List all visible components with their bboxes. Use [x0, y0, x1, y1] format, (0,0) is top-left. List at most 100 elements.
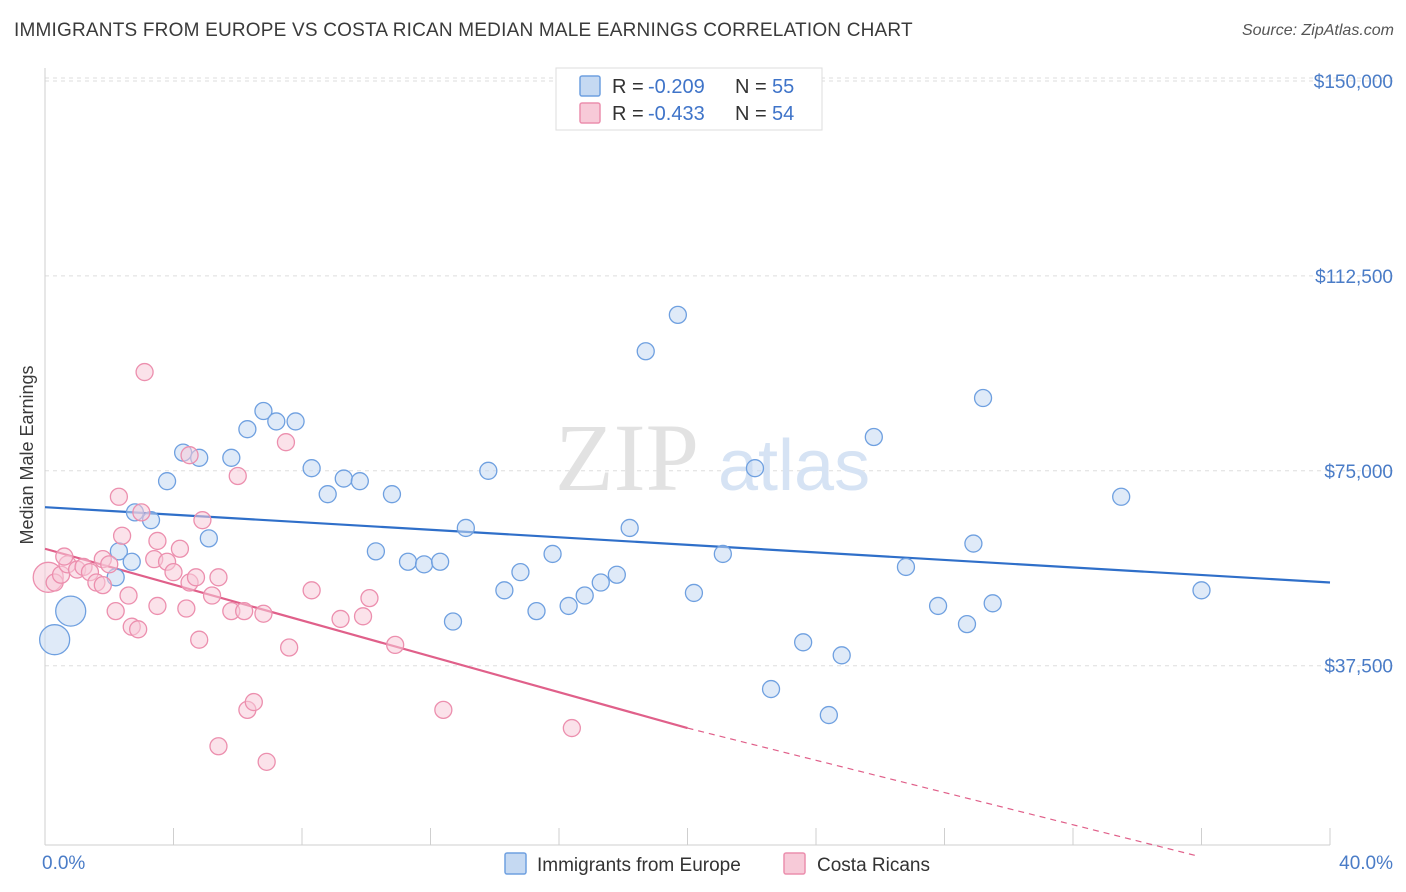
point-europe-31	[543, 544, 562, 564]
point-costa-ricans-27	[180, 446, 199, 465]
point-europe-33	[575, 586, 594, 605]
legend-n-label-2: N =	[735, 103, 767, 125]
point-costa-ricans-12	[106, 601, 125, 621]
y-tick-label-1: $75,000	[1324, 462, 1393, 483]
watermark-zip: ZIP	[555, 404, 699, 511]
legend-swatch-pink	[579, 102, 601, 124]
point-europe-28	[495, 581, 514, 600]
point-europe-22	[398, 552, 418, 571]
point-costa-ricans-39	[244, 692, 263, 712]
point-europe-49	[957, 614, 977, 634]
point-costa-ricans-37	[235, 601, 254, 621]
point-europe-1	[55, 595, 87, 627]
point-costa-ricans-30	[190, 630, 209, 649]
x-tick-labels: 0.0% 40.0%	[42, 853, 1393, 874]
trend-line-europe	[44, 506, 1331, 584]
point-europe-52	[973, 388, 993, 408]
point-europe-40	[713, 544, 732, 564]
trend-lines	[44, 506, 1331, 856]
point-europe-37	[636, 342, 655, 361]
bottom-legend: Immigrants from Europe Costa Ricans	[504, 852, 930, 876]
point-costa-ricans-29	[186, 568, 206, 587]
point-costa-ricans-26	[177, 599, 196, 618]
x-tick-label-end: 40.0%	[1339, 853, 1393, 874]
point-costa-ricans-15	[119, 586, 138, 605]
point-costa-ricans-10	[100, 555, 119, 574]
point-europe-16	[302, 459, 321, 478]
point-europe-38	[668, 305, 688, 325]
y-tick-label-3: $150,000	[1314, 72, 1393, 93]
data-points	[32, 305, 1211, 771]
grid-lines	[45, 77, 1395, 667]
point-costa-ricans-22	[148, 596, 167, 616]
point-europe-51	[983, 594, 1002, 613]
point-costa-ricans-43	[279, 638, 299, 657]
point-costa-ricans-41	[257, 752, 276, 771]
legend-n-label-1: N =	[735, 76, 767, 98]
legend-r-label-2: R =	[612, 103, 644, 125]
source-label: Source: ZipAtlas.com	[1241, 22, 1394, 39]
legend-swatch-blue	[579, 75, 601, 97]
legend-r-label-1: R =	[612, 76, 644, 98]
point-europe-15	[286, 412, 305, 431]
point-europe-25	[443, 612, 463, 631]
point-europe-0	[38, 624, 71, 656]
point-europe-45	[832, 646, 851, 665]
point-costa-ricans-31	[193, 511, 212, 530]
trend-line-costa-ricans-extension	[687, 727, 1196, 856]
y-tick-label-0: $37,500	[1324, 657, 1393, 678]
x-tick-label-start: 0.0%	[42, 853, 85, 874]
point-europe-47	[896, 557, 916, 577]
point-europe-3	[122, 552, 141, 571]
point-costa-ricans-24	[164, 562, 183, 582]
point-europe-21	[382, 485, 402, 504]
point-europe-35	[591, 573, 610, 592]
point-costa-ricans-21	[148, 531, 167, 551]
point-europe-19	[350, 472, 369, 491]
point-europe-18	[334, 469, 353, 488]
point-costa-ricans-18	[132, 503, 151, 522]
bottom-legend-costa-ricans: Costa Ricans	[817, 855, 930, 876]
point-europe-24	[430, 552, 450, 571]
axes	[44, 68, 1331, 846]
point-costa-ricans-32	[202, 586, 222, 605]
point-europe-12	[238, 420, 257, 439]
legend-r-value-1: -0.209	[648, 76, 705, 98]
point-costa-ricans-47	[360, 588, 379, 608]
watermark-atlas: atlas	[718, 426, 870, 506]
point-europe-26	[456, 518, 475, 538]
point-costa-ricans-19	[135, 362, 154, 382]
point-europe-32	[559, 596, 578, 616]
point-costa-ricans-46	[353, 607, 373, 626]
point-costa-ricans-45	[331, 609, 350, 629]
bottom-legend-swatch-costa-ricans	[783, 852, 806, 875]
point-europe-48	[928, 596, 948, 616]
bottom-legend-europe: Immigrants from Europe	[537, 855, 741, 876]
point-costa-ricans-34	[209, 737, 228, 756]
point-europe-53	[1112, 487, 1131, 506]
legend-box: R = -0.209 N = 55 R = -0.433 N = 54	[555, 67, 823, 131]
point-europe-44	[819, 705, 838, 725]
point-europe-29	[511, 562, 530, 582]
point-costa-ricans-14	[112, 526, 132, 545]
point-europe-11	[222, 448, 241, 467]
point-costa-ricans-40	[254, 604, 273, 623]
point-europe-10	[199, 529, 218, 548]
point-europe-54	[1192, 581, 1211, 600]
legend-n-value-1: 55	[772, 76, 794, 98]
point-europe-23	[414, 555, 434, 574]
bottom-legend-swatch-europe	[504, 852, 527, 875]
point-europe-20	[366, 542, 386, 561]
point-costa-ricans-49	[434, 700, 453, 720]
point-costa-ricans-36	[228, 466, 247, 486]
point-costa-ricans-11	[93, 575, 112, 595]
point-europe-43	[794, 633, 813, 652]
point-costa-ricans-13	[109, 487, 129, 506]
point-costa-ricans-4	[55, 547, 74, 566]
y-axis-label: Median Male Earnings	[17, 365, 37, 544]
trend-line-costa-ricans	[44, 547, 688, 730]
point-europe-17	[318, 485, 337, 504]
point-costa-ricans-17	[129, 620, 148, 639]
y-tick-labels: $37,500 $75,000 $112,500 $150,000	[1314, 72, 1393, 678]
